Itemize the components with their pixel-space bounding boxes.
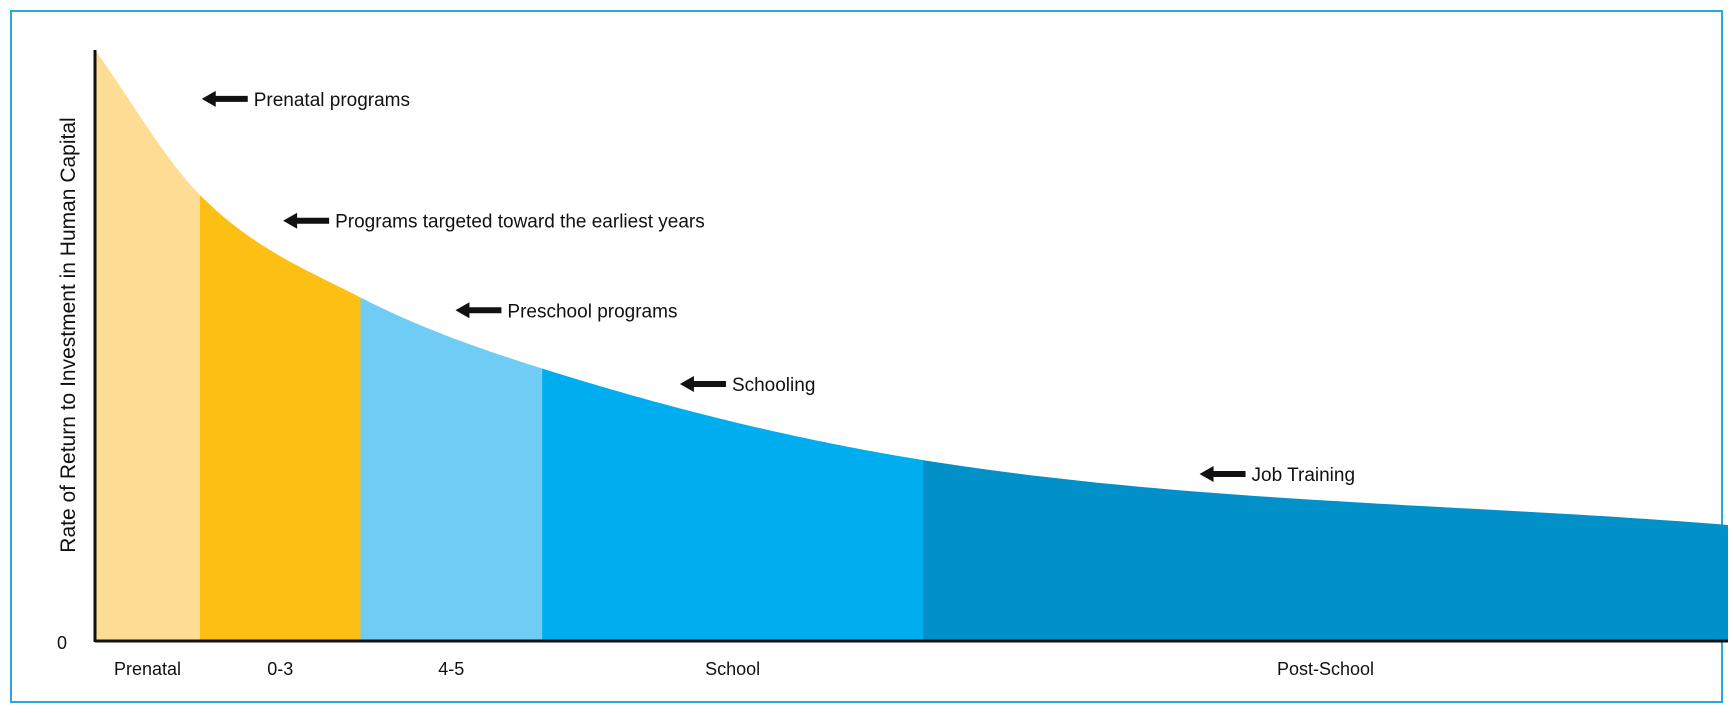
segment-area-post-school	[923, 460, 1728, 640]
y-origin-label: 0	[57, 633, 67, 653]
x-tick-label: Prenatal	[114, 659, 181, 679]
arrow-left-icon	[455, 302, 502, 319]
x-tick-label: School	[705, 659, 760, 679]
segment-area-prenatal	[95, 50, 200, 640]
annotation: Schooling	[679, 375, 815, 396]
annotation-label: Prenatal programs	[254, 90, 410, 111]
annotation: Programs targeted toward the earliest ye…	[283, 212, 705, 233]
annotation-label: Programs targeted toward the earliest ye…	[335, 212, 705, 233]
segment-area-0-3	[199, 195, 361, 640]
chart-border	[10, 10, 1723, 703]
annotation: Prenatal programs	[201, 90, 410, 111]
x-tick-label: 4-5	[438, 659, 464, 679]
annotation-label: Job Training	[1252, 465, 1356, 486]
arrow-left-icon	[679, 375, 726, 392]
annotation-label: Preschool programs	[507, 301, 677, 322]
x-tick-label: Post-School	[1277, 659, 1374, 679]
arrow-left-icon	[201, 90, 248, 107]
x-tick-label: 0-3	[267, 659, 293, 679]
y-axis-label: Rate of Return to Investment in Human Ca…	[57, 117, 80, 552]
annotation: Job Training	[1199, 465, 1356, 486]
curve-segments	[95, 50, 1728, 640]
arrow-left-icon	[283, 212, 330, 229]
segment-area-school	[542, 368, 923, 640]
axes	[93, 50, 1728, 643]
x-tick-labels: Prenatal 0-3 4-5 School Post-School	[114, 659, 1374, 679]
annotation: Preschool programs	[455, 301, 677, 322]
annotation-label: Schooling	[732, 375, 815, 396]
arrow-left-icon	[1199, 465, 1246, 482]
segment-area-4-5	[360, 297, 543, 640]
annotations: Prenatal programs Programs targeted towar…	[201, 90, 1356, 486]
